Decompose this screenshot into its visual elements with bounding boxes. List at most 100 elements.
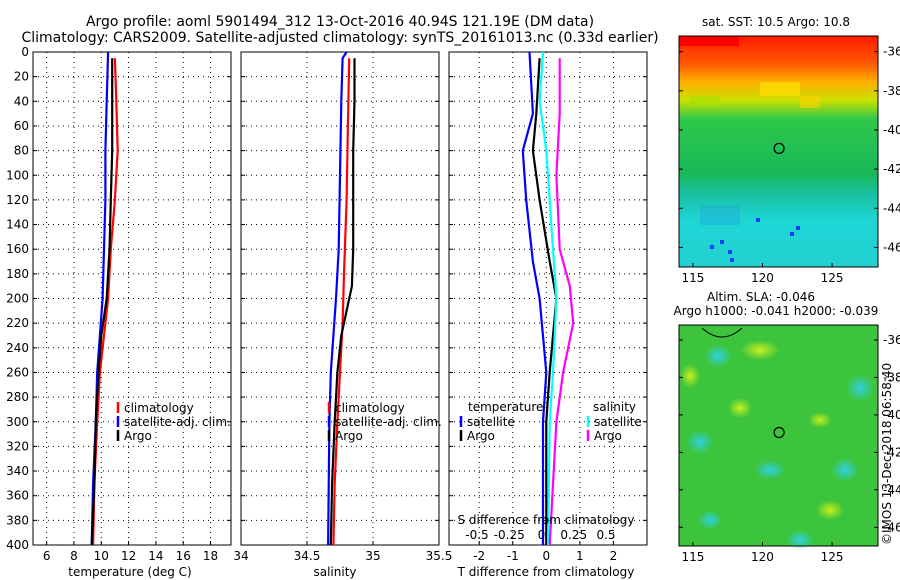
s-difference-tick-label: 0.25	[560, 528, 587, 542]
x-tick-label: 1	[576, 549, 584, 563]
salinity-legend: climatology satellite-adj. clim. Argo	[327, 401, 442, 443]
sst-map-panel: sat. SST: 10.5 Argo: 10.8 115 120 125 -36 -3…	[678, 15, 900, 285]
map-x-tick-label: 115	[681, 550, 704, 564]
x-tick-label: 34	[233, 549, 248, 563]
y-tick-label: 120	[6, 193, 29, 207]
x-tick-label: 34.5	[294, 549, 321, 563]
map-y-tick-label: -42	[883, 162, 900, 176]
y-tick-label: 260	[6, 365, 29, 379]
s-difference-tick-label: -0.25	[494, 528, 525, 542]
sla-map-panel: Altim. SLA: -0.046 Argo h1000: -0.041 h2…	[674, 290, 900, 564]
x-tick-label: -1	[507, 549, 519, 563]
map-y-tick-label: -44	[883, 483, 900, 497]
legend-label-climatology: climatology	[124, 401, 194, 415]
x-tick-label: -2	[473, 549, 485, 563]
temperature-xlabel: temperature (deg C)	[68, 565, 191, 579]
y-tick-label: 340	[6, 464, 29, 478]
x-tick-label: 18	[203, 549, 218, 563]
x-tick-label: 6	[43, 549, 51, 563]
y-tick-label: 240	[6, 341, 29, 355]
x-tick-label: 14	[148, 549, 163, 563]
y-tick-label: 80	[14, 144, 29, 158]
legend-label-satellite: satellite-adj. clim.	[335, 415, 442, 429]
x-tick-label: 0	[543, 549, 551, 563]
salinity-panel: 34 34.5 35 35.5 climatology satellite-adj. …	[233, 51, 453, 579]
difference-xlabel: T difference from climatology	[457, 565, 635, 579]
x-tick-label: 8	[70, 549, 78, 563]
map-x-tick-label: 125	[821, 550, 844, 564]
series-argo	[329, 58, 356, 546]
series-s-argo	[548, 58, 575, 546]
salinity-xlabel: salinity	[313, 565, 356, 579]
series-argo	[90, 58, 114, 546]
legend-title-salinity: salinity	[593, 400, 636, 414]
sla-map-frame	[678, 324, 879, 547]
series-climatology	[332, 58, 351, 546]
legend-title-temperature: temperature	[468, 400, 543, 414]
legend-label-t-argo: Argo	[467, 429, 495, 443]
series-t-argo	[531, 58, 558, 545]
x-tick-label: 10	[94, 549, 109, 563]
sst-map-title: sat. SST: 10.5 Argo: 10.8	[702, 15, 850, 29]
sla-map-title: Altim. SLA: -0.046	[707, 290, 815, 304]
imos-timestamp: ©IMOS 13-Dec-2018 06:58:40	[880, 363, 894, 545]
legend-label-t-satellite: satellite	[467, 415, 515, 429]
map-y-tick-label: -44	[883, 201, 900, 215]
y-tick-label: 20	[14, 70, 29, 84]
y-tick-label: 100	[6, 168, 29, 182]
y-tick-label: 160	[6, 242, 29, 256]
map-x-tick-label: 125	[821, 271, 844, 285]
y-tick-label: 180	[6, 267, 29, 281]
map-y-tick-label: -38	[883, 84, 900, 98]
sla-map-subtitle: Argo h1000: -0.041 h2000: -0.039	[674, 304, 879, 318]
sla-map-texture	[680, 327, 874, 550]
y-tick-label: 400	[6, 538, 29, 552]
y-tick-label: 140	[6, 218, 29, 232]
y-tick-label: 60	[14, 119, 29, 133]
y-tick-label: 40	[14, 94, 29, 108]
s-difference-label: S difference from climatology	[458, 513, 635, 527]
map-x-tick-label: 115	[681, 271, 704, 285]
difference-legend: temperature salinity satellite Argo sate…	[459, 400, 642, 443]
x-tick-label: 12	[121, 549, 136, 563]
map-y-tick-label: -46	[883, 520, 900, 534]
map-y-tick-label: -40	[883, 408, 900, 422]
difference-panel: -2 -1 0 1 2 temperature salinity satellite A…	[448, 51, 648, 579]
temperature-panel: 0 20 40 60 80 100 120 140 160 180 200 220 240 260 280 3…	[6, 45, 232, 579]
y-tick-label: 360	[6, 489, 29, 503]
x-tick-label: 35	[365, 549, 380, 563]
x-tick-label: 35.5	[426, 549, 453, 563]
legend-label-argo: Argo	[335, 429, 363, 443]
map-y-tick-label: -40	[883, 123, 900, 137]
title-line-2: Climatology: CARS2009. Satellite-adjuste…	[21, 30, 658, 46]
map-y-tick-label: -36	[883, 45, 900, 59]
map-y-tick-label: -42	[883, 445, 900, 459]
x-tick-label: 2	[610, 549, 618, 563]
series-satellite-adj-clim-	[327, 51, 348, 546]
legend-label-s-satellite: satellite	[594, 415, 642, 429]
legend-label-argo: Argo	[124, 429, 152, 443]
temperature-axes-frame	[32, 51, 232, 546]
temperature-legend: climatology satellite-adj. clim. Argo	[116, 401, 231, 443]
map-x-tick-label: 120	[751, 271, 774, 285]
s-difference-tick-label: 0.5	[596, 528, 615, 542]
map-y-tick-label: -36	[883, 333, 900, 347]
y-tick-label: 320	[6, 439, 29, 453]
map-x-tick-label: 120	[751, 550, 774, 564]
y-tick-label: 220	[6, 316, 29, 330]
s-difference-tick-label: -0.5	[465, 528, 488, 542]
argo-location-marker	[773, 142, 785, 154]
y-tick-label: 280	[6, 390, 29, 404]
x-tick-label: 16	[176, 549, 191, 563]
argo-location-marker	[773, 426, 785, 439]
legend-label-climatology: climatology	[335, 401, 405, 415]
y-tick-label: 300	[6, 415, 29, 429]
y-tick-label: 200	[6, 292, 29, 306]
sst-map-field	[679, 36, 878, 267]
y-tick-label: 0	[21, 45, 29, 59]
legend-label-satellite: satellite-adj. clim.	[124, 415, 231, 429]
y-tick-label: 380	[6, 513, 29, 527]
map-y-tick-label: -46	[883, 240, 900, 254]
map-y-tick-label: -38	[883, 370, 900, 384]
